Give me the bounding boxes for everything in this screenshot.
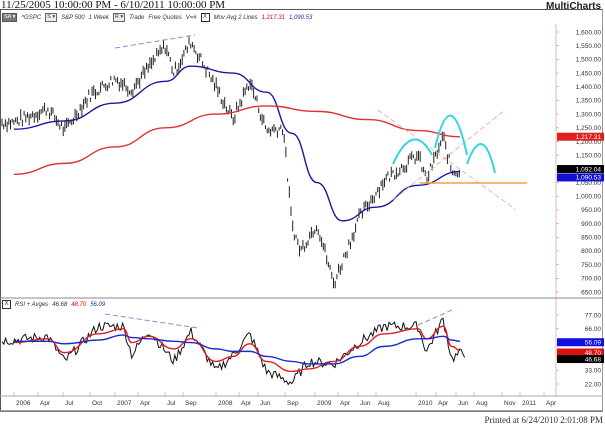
rsi-tick-label: 66.00 (585, 326, 602, 333)
rsi-marker-label: 56.09 (585, 340, 602, 347)
rsi-tick-label: 77.00 (585, 312, 602, 319)
study-value-short: 1,090.53 (288, 14, 313, 21)
price-marker-bg (557, 165, 604, 174)
x-tick-label: 2008 (218, 400, 233, 407)
rsi-avg2-value: 56.09 (90, 301, 106, 308)
x-tick-label: Apr (546, 400, 557, 407)
right-shoulder-arc (466, 143, 496, 174)
x-tick-label: Nov (504, 400, 516, 407)
rsi-marker-bg (557, 355, 604, 364)
x-tick-label: 2010 (418, 400, 433, 407)
rsi-name: RSI + Avges (15, 301, 49, 308)
data-source-dropdown[interactable]: R ▾ (112, 13, 126, 22)
price-marker-bg (557, 132, 604, 141)
x-tick-label: Oct (92, 400, 102, 407)
price-tick-label: 800.00 (581, 248, 601, 255)
price-tick-label: 1,350.00 (576, 98, 602, 105)
print-timestamp: Printed at 6/24/2010 2:01:08 PM (484, 415, 603, 425)
rsi-avg2-line (13, 334, 461, 365)
x-tick-label: Jun (458, 400, 469, 407)
rsi-tick-label: 33.00 (585, 368, 602, 375)
symbol-label: ^GSPC (21, 14, 42, 21)
x-tick-label: 2007 (117, 400, 132, 407)
x-tick-label: Aug (476, 400, 488, 407)
price-tick-label: 1,200.00 (576, 139, 602, 146)
rsi-tick-label: 22.00 (585, 381, 602, 388)
x-tick-label: Apr (241, 400, 252, 407)
price-tick-label: 1,000.00 (576, 194, 602, 201)
price-tick-label: 700.00 (581, 276, 601, 283)
date-range-title: 11/25/2005 10:00:00 PM - 6/10/2011 10:00… (1, 0, 226, 11)
price-tick-label: 1,450.00 (576, 70, 602, 77)
price-marker-label: 1,092.04 (576, 166, 602, 173)
x-tick-label: Apr (438, 400, 449, 407)
x-tick-label: Sep (287, 400, 299, 407)
rsi-marker-bg (557, 348, 604, 357)
trendline-top (114, 34, 196, 49)
quote-feed-label: Free Quotes (148, 14, 182, 21)
rsi-marker-bg (557, 338, 604, 347)
x-tick-label: Apr (40, 400, 51, 407)
exchange-dropdown[interactable]: S ▾ (45, 13, 58, 22)
price-tick-label: 1,400.00 (576, 84, 602, 91)
ma-long-line (13, 105, 461, 176)
rsi-value: 46.68 (52, 301, 68, 308)
x-tick-label: 2006 (16, 400, 31, 407)
x-tick-label: 2011 (522, 400, 536, 407)
volume-flag-label: V=# (185, 14, 197, 21)
price-tick-label: 1,050.00 (576, 180, 602, 187)
x-tick-label: Sep (185, 400, 197, 407)
x-tick-label: Jul (167, 400, 176, 407)
head-arc (434, 114, 468, 156)
interval-label: 1 Week (88, 14, 109, 21)
price-marker-bg (557, 173, 604, 182)
price-tick-label: 1,250.00 (576, 125, 602, 132)
symbol-box-label: SA (4, 14, 12, 20)
x-tick-label: Apr (140, 400, 151, 407)
fan-line-down (377, 109, 516, 210)
close-rsi-icon[interactable]: X (2, 300, 11, 309)
price-tick-label: 1,600.00 (576, 29, 602, 36)
chart-window (0, 9, 603, 412)
rsi-trendline-1 (104, 313, 199, 329)
exchange-box-label: S (47, 14, 51, 20)
x-tick-label: Jun (260, 400, 271, 407)
price-tick-label: 850.00 (581, 235, 601, 242)
symbol-dropdown[interactable]: SA ▾ (2, 13, 18, 22)
rsi-marker-label: 48.70 (585, 350, 602, 357)
x-tick-label: Jun (360, 400, 371, 407)
price-tick-label: 1,150.00 (576, 152, 602, 159)
instrument-name: S&P 500 (61, 14, 85, 21)
app-brand: MultiCharts (546, 1, 601, 12)
ma-short-line (13, 65, 461, 222)
rsi-toolbar: X RSI + Avges 46.68 48.70 56.09 (2, 300, 105, 309)
data-box-label: R (114, 14, 119, 20)
price-tick-label: 1,300.00 (576, 111, 602, 118)
price-marker-label: 1,217.31 (576, 134, 602, 141)
x-tick-label: Jul (65, 400, 74, 407)
price-tick-label: 950.00 (581, 207, 601, 214)
study-value-long: 1,217.31 (261, 14, 285, 21)
price-tick-label: 1,550.00 (576, 43, 602, 50)
price-tick-label: 650.00 (581, 289, 601, 296)
price-marker-label: 1,090.53 (576, 175, 602, 182)
left-shoulder-arc (392, 138, 433, 165)
study-name: Mov Avg 2 Lines (213, 14, 258, 21)
x-tick-label: Aug (378, 400, 390, 407)
x-tick-label: 2009 (317, 400, 332, 407)
price-tick-label: 900.00 (581, 221, 601, 228)
price-tick-label: 1,500.00 (576, 57, 602, 64)
rsi-trendline-2 (417, 309, 453, 326)
close-study-icon[interactable]: X (200, 13, 210, 22)
rsi-avg1-value: 48.70 (71, 301, 87, 308)
price-toolbar: SA ▾ ^GSPC S ▾ S&P 500 1 Week R ▾ Trade … (2, 12, 312, 23)
rsi-avg1-line (13, 325, 461, 373)
quote-type-label: Trade (129, 14, 145, 21)
rsi-marker-label: 46.68 (585, 356, 602, 363)
x-tick-label: Apr (340, 400, 351, 407)
price-tick-label: 750.00 (581, 262, 601, 269)
